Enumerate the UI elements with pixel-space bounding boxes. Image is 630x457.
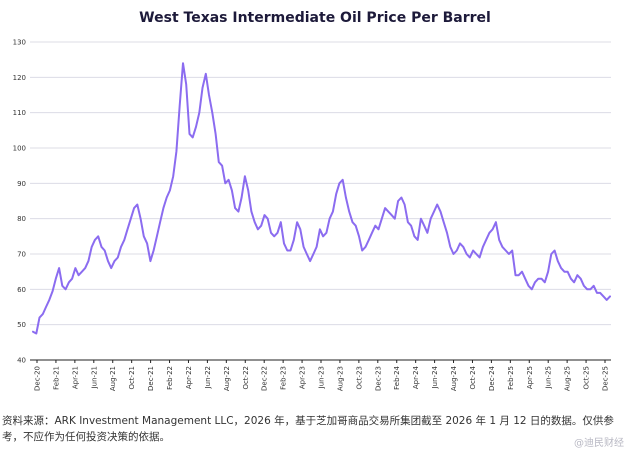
x-tick-label: Feb-24 xyxy=(393,365,401,389)
x-tick-label: Jun-24 xyxy=(431,365,439,389)
x-tick-label: Apr-24 xyxy=(412,365,420,389)
x-tick-label: Oct-23 xyxy=(355,366,363,390)
x-tick-label: Aug-24 xyxy=(450,365,458,391)
source-note: 资料来源：ARK Investment Management LLC，2026 … xyxy=(2,415,614,443)
x-tick-label: Dec-21 xyxy=(147,366,155,391)
x-tick-label: Dec-23 xyxy=(374,366,382,391)
y-tick-label: 110 xyxy=(13,109,26,117)
gridlines xyxy=(30,41,611,326)
x-tick-label: Feb-25 xyxy=(507,366,515,390)
x-tick-label: Aug-22 xyxy=(223,366,231,391)
wti-price-line xyxy=(32,62,611,335)
y-tick-label: 130 xyxy=(13,39,26,47)
chart-title: West Texas Intermediate Oil Price Per Ba… xyxy=(139,10,491,26)
x-tick-label: Oct-22 xyxy=(242,366,250,390)
x-tick-label: Feb-22 xyxy=(166,366,174,390)
y-tick-label: 50 xyxy=(17,321,26,329)
y-tick-label: 80 xyxy=(17,215,26,223)
watermark: @迪民财经 xyxy=(574,438,624,449)
x-tick-label: Jun-23 xyxy=(318,366,326,389)
x-tick-label: Apr-23 xyxy=(299,366,307,389)
x-tick-label: Jun-22 xyxy=(204,366,212,389)
x-tick-label: Oct-25 xyxy=(583,366,591,390)
x-tick-label: Jun-21 xyxy=(90,366,98,389)
y-tick-label: 40 xyxy=(17,357,26,365)
x-tick-label: Oct-21 xyxy=(128,366,136,390)
x-tick-label: Feb-21 xyxy=(52,366,60,390)
y-tick-label: 100 xyxy=(13,145,26,153)
x-tick-label: Aug-25 xyxy=(564,366,572,391)
y-tick-label: 120 xyxy=(13,74,26,82)
x-tick-label: Dec-24 xyxy=(488,365,496,391)
x-tick-label: Dec-20 xyxy=(34,366,42,391)
x-tick-label: Jun-25 xyxy=(545,366,553,389)
x-tick-label: Oct-24 xyxy=(469,365,477,389)
x-tick-label: Apr-22 xyxy=(185,366,193,389)
x-tick-label: Dec-25 xyxy=(602,366,610,391)
y-tick-label: 90 xyxy=(17,180,26,188)
x-tick-label: Feb-23 xyxy=(280,366,288,390)
x-tick-label: Aug-21 xyxy=(109,366,117,391)
x-tick-label: Apr-25 xyxy=(526,366,534,389)
x-axis-ticks: Dec-20 Feb-21 Apr-21 Jun-21 Aug-21 Oct-21 Dec-… xyxy=(34,360,610,391)
x-tick-label: Aug-23 xyxy=(336,366,344,391)
y-tick-label: 70 xyxy=(17,251,26,259)
y-tick-label: 60 xyxy=(17,286,26,294)
x-tick-label: Dec-22 xyxy=(261,366,269,391)
y-axis-ticks: 130 120 110 100 90 80 70 60 50 40 xyxy=(13,39,26,365)
x-tick-label: Apr-21 xyxy=(71,366,79,389)
